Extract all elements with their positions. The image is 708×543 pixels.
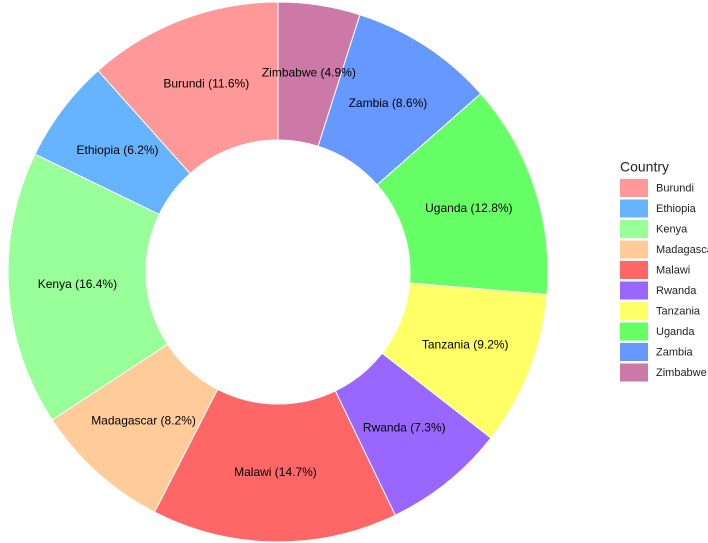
slice	[7, 153, 169, 421]
legend-key	[620, 363, 648, 382]
legend-title: Country	[620, 159, 669, 175]
data-label: Ethiopia (6.2%)	[77, 143, 159, 157]
data-label: Madagascar (8.2%)	[91, 414, 196, 428]
data-label: Rwanda (7.3%)	[363, 421, 446, 435]
legend-key	[620, 261, 648, 279]
legend-key	[620, 322, 648, 341]
data-label: Zimbabwe (4.9%)	[262, 66, 356, 80]
data-label: Zambia (8.6%)	[349, 96, 428, 110]
legend-label: Burundi	[656, 182, 694, 194]
legend-label: Kenya	[656, 223, 688, 235]
data-label: Uganda (12.8%)	[425, 201, 512, 215]
legend-label: Madagascar	[656, 244, 708, 256]
data-label: Malawi (14.7%)	[234, 465, 317, 479]
data-label: Tanzania (9.2%)	[422, 337, 509, 351]
slice	[153, 388, 397, 543]
legend-key	[620, 199, 648, 218]
legend-key	[620, 179, 648, 197]
data-label: Burundi (11.6%)	[163, 76, 249, 90]
legend-key	[620, 281, 648, 300]
legend-label: Ethiopia	[656, 203, 697, 215]
legend-key	[620, 220, 648, 238]
legend-label: Zambia	[656, 346, 694, 358]
legend-label: Rwanda	[656, 285, 697, 297]
legend-key	[620, 302, 648, 320]
data-label: Kenya (16.4%)	[38, 277, 117, 291]
legend-label: Malawi	[656, 264, 690, 276]
legend-label: Zimbabwe	[656, 367, 707, 379]
legend-label: Tanzania	[656, 305, 701, 317]
legend-label: Uganda	[656, 326, 695, 338]
slice	[277, 1, 361, 147]
legend-key	[620, 240, 648, 259]
legend-key	[620, 343, 648, 361]
